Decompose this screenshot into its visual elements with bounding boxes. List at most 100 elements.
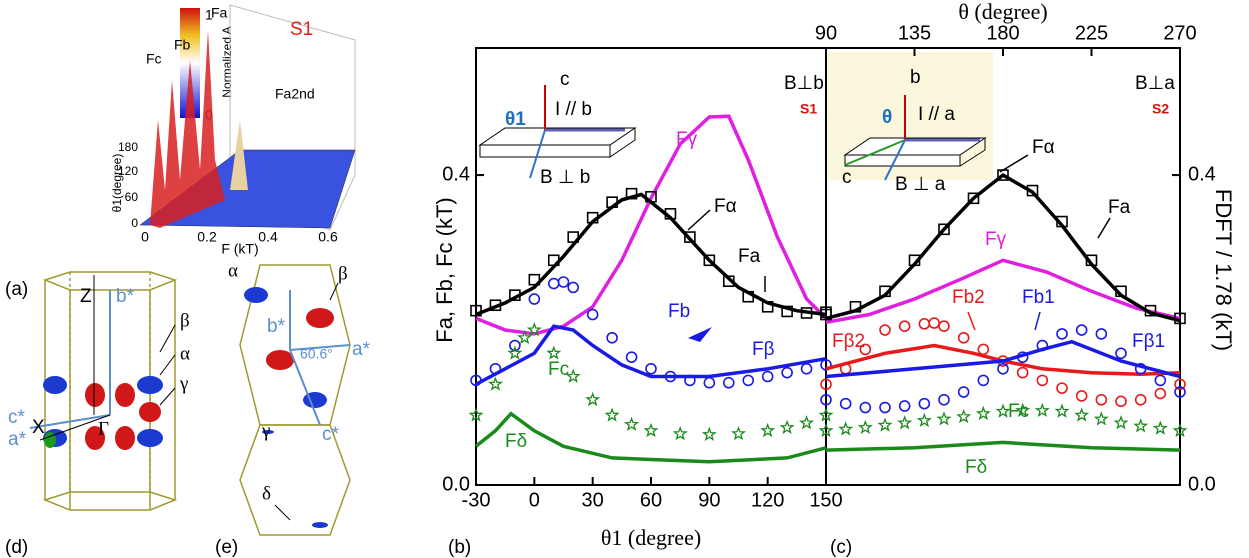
axis-label: b*: [116, 286, 135, 307]
circle-marker: [1036, 339, 1049, 352]
circle-marker: [820, 378, 832, 391]
plot-frame: [475, 47, 1181, 486]
square-marker: [849, 300, 862, 313]
square-marker: [470, 304, 482, 317]
annotation: Fa: [738, 246, 761, 267]
peak-label: Fa: [211, 5, 228, 21]
star-marker: [857, 419, 873, 435]
x-tick: 0: [141, 229, 149, 245]
square-marker: [664, 208, 677, 220]
star-marker: [565, 368, 581, 383]
annotation: Fδ: [965, 457, 987, 478]
x-tick-label: 150: [809, 489, 842, 511]
circle-marker: [898, 320, 911, 332]
annotation: Fβ1: [1132, 331, 1165, 352]
circle-marker: [703, 376, 716, 389]
star-marker: [995, 403, 1011, 418]
pocket-label: β: [180, 310, 190, 331]
square-marker: [489, 299, 502, 312]
square-marker: [1174, 312, 1186, 325]
star-marker: [1113, 415, 1129, 430]
circle-marker: [1075, 324, 1088, 336]
pocket-label: δ: [262, 483, 271, 504]
x-tick: 0.6: [318, 229, 338, 245]
annotation: Fα: [714, 196, 737, 217]
y-tick-label: 0.0: [1188, 473, 1216, 495]
star-marker: [897, 415, 913, 430]
square-marker: [722, 275, 735, 288]
colorbar-tick: 1: [205, 7, 213, 23]
axis-label: c*: [8, 407, 26, 428]
circle-marker: [528, 293, 541, 305]
hex-top: [42, 271, 178, 291]
circle-marker: [586, 308, 599, 321]
peak-label: Fa2nd: [275, 86, 315, 102]
star-marker: [585, 391, 601, 407]
star-marker: [604, 407, 620, 422]
peak-label: Fb: [174, 37, 191, 53]
star-marker: [916, 412, 932, 428]
panel-label: (b): [448, 537, 471, 558]
x-tick: 0.4: [258, 229, 278, 245]
star-marker: [468, 407, 484, 422]
circle-marker: [1174, 378, 1186, 391]
plots: -30 0 30 60 90 120 150 θ1 (degree) 0.0 0.4 Fa, Fb,…: [432, 0, 1236, 550]
circle-marker: [1016, 351, 1029, 363]
x-tick-label: 30: [582, 489, 604, 511]
circle-marker: [859, 401, 872, 414]
x-tick-label: 225: [1075, 22, 1108, 44]
circle-marker: [1134, 393, 1147, 406]
pocket-label: γ: [261, 420, 270, 441]
annotation: Fc: [1008, 401, 1029, 422]
circle-marker: [1016, 366, 1029, 379]
star-marker: [956, 408, 972, 424]
star-marker: [798, 415, 815, 430]
peak: [230, 120, 248, 190]
star-marker: [517, 329, 533, 345]
x-tick-label: 135: [898, 22, 931, 44]
star-marker: [623, 416, 640, 431]
y-tick: 120: [118, 164, 138, 178]
dft-line: [475, 114, 828, 336]
circle-marker: [509, 339, 521, 352]
square-marker: [1115, 285, 1127, 298]
circle-marker: [977, 374, 990, 387]
star-marker: [1015, 402, 1031, 418]
panel-label: (e): [215, 537, 238, 558]
circle-marker: [1154, 387, 1167, 400]
inset-c: [828, 52, 993, 181]
dft-line: [475, 192, 827, 317]
circle-marker: [1095, 393, 1108, 406]
square-marker: [761, 300, 774, 313]
circle-marker: [957, 386, 970, 398]
star-marker: [507, 345, 523, 360]
axis-label: a*: [8, 429, 27, 450]
star-marker: [838, 421, 854, 436]
star-marker: [760, 422, 776, 438]
square-marker: [908, 254, 921, 267]
y-tick: 60: [125, 190, 139, 204]
panel-label: (d): [5, 537, 28, 558]
star-marker: [1172, 422, 1188, 438]
x-axis-label: θ1 (degree): [601, 525, 701, 550]
y-tick-label: 0.4: [442, 163, 470, 185]
annotation: Fb2: [952, 287, 985, 308]
x-tick-label: 120: [751, 489, 784, 511]
square-marker: [645, 190, 657, 203]
panel-label: (a): [5, 279, 28, 300]
star-marker: [731, 426, 746, 441]
x-tick: 0.2: [197, 229, 217, 245]
star-marker: [1034, 402, 1050, 418]
inset-label: B ⊥ b: [540, 167, 590, 188]
annotation: Fα: [1032, 137, 1055, 158]
square-marker: [528, 273, 541, 286]
circle-marker: [1134, 362, 1147, 375]
inset-label: b: [910, 67, 921, 88]
circle-marker: [957, 331, 970, 344]
point-label: Γ: [98, 418, 109, 439]
circle-marker: [489, 362, 502, 375]
x-label: F (kT): [221, 241, 258, 257]
square-marker: [997, 169, 1009, 181]
panel-label: (c): [830, 537, 852, 558]
